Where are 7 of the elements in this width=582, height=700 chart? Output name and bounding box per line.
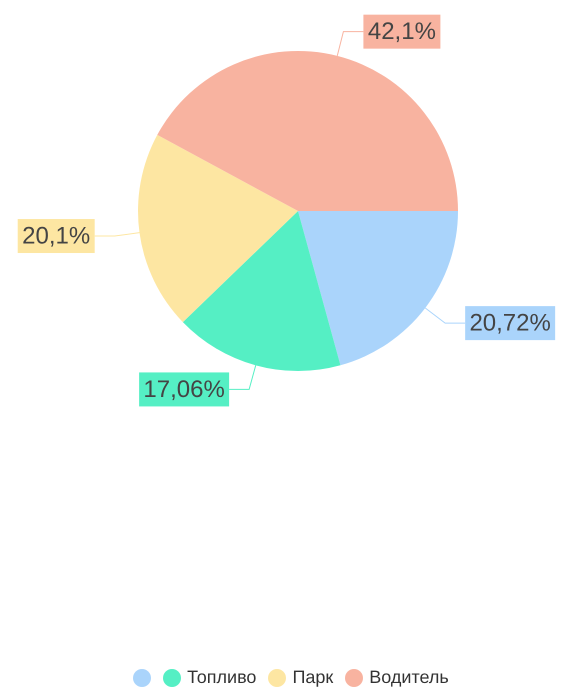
legend-label: Топливо — [187, 667, 256, 688]
data-label: 42,1% — [368, 18, 436, 46]
data-label: 17,06% — [143, 376, 225, 403]
data-label: 20,1% — [22, 222, 90, 250]
legend-label: Парк — [292, 667, 334, 688]
data-label: 20,72% — [469, 310, 551, 337]
legend-label: Водитель — [369, 667, 449, 688]
